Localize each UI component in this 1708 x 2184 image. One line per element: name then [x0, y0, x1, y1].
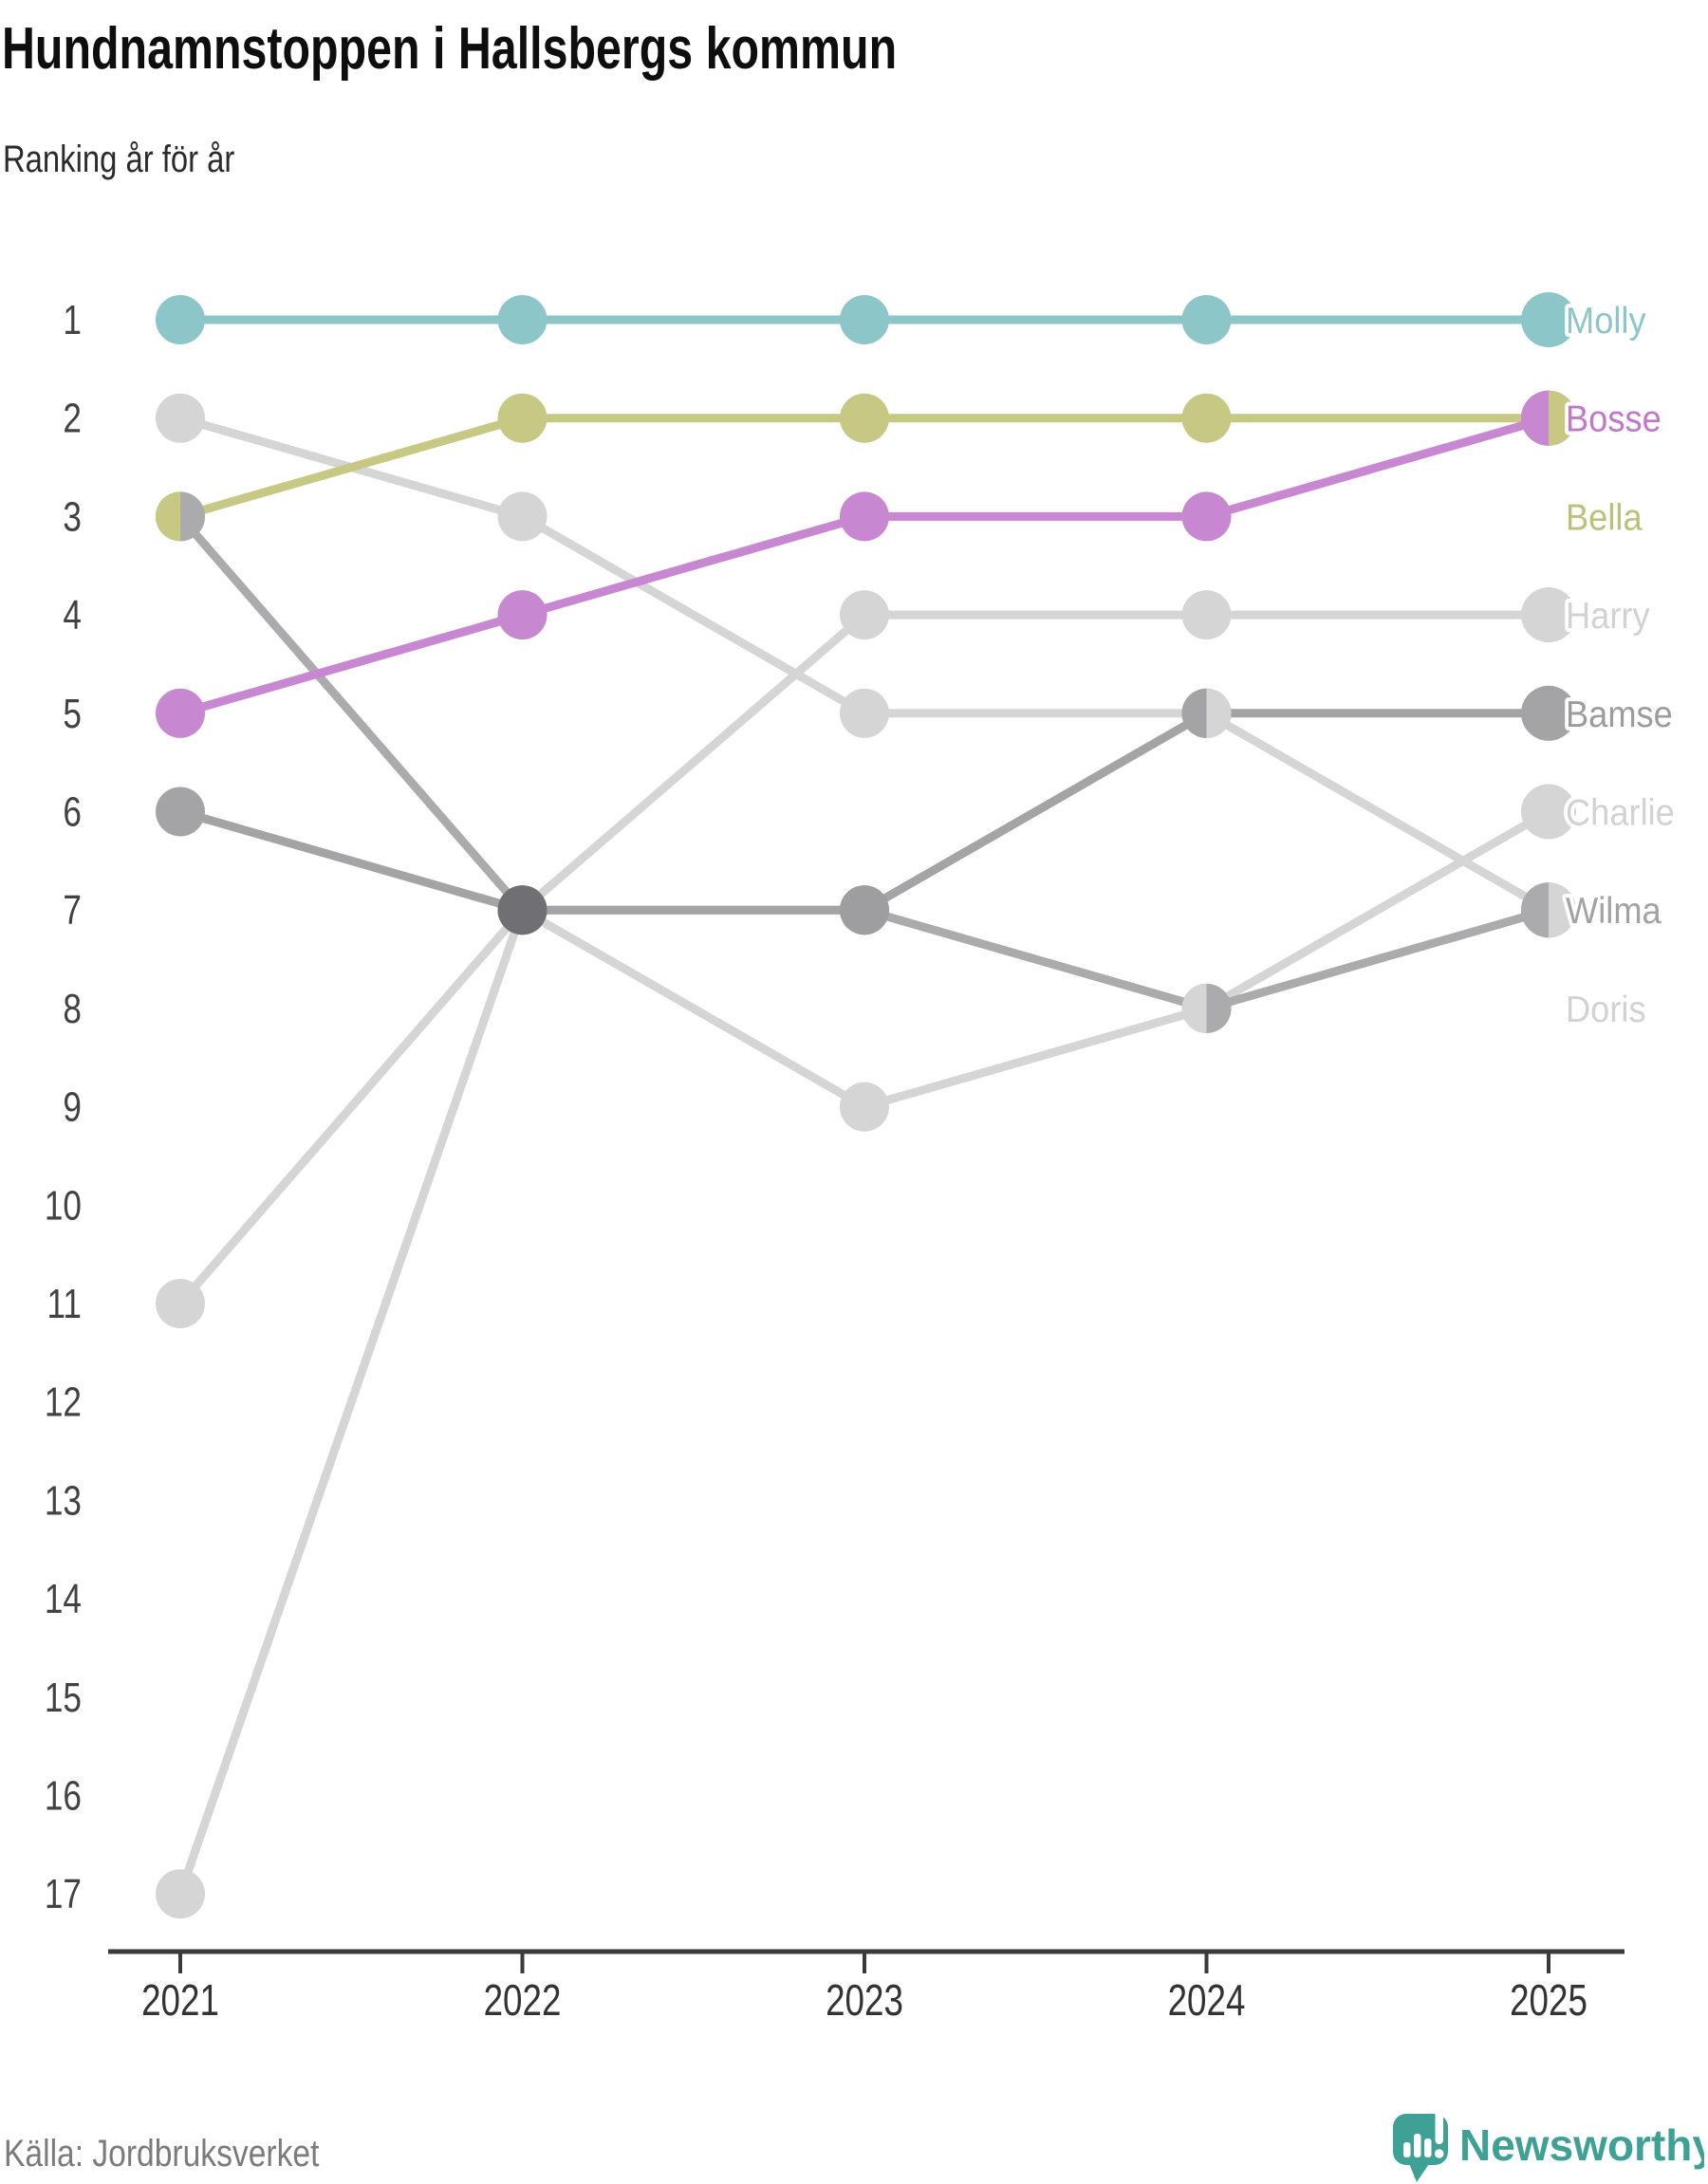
series-node	[840, 491, 889, 542]
newsworthy-logo-icon	[1393, 2108, 1448, 2182]
series-label-wilma: Wilma	[1566, 890, 1662, 931]
series-label-bamse: Bamse	[1566, 694, 1673, 734]
series-line	[178, 414, 1550, 718]
series-node	[1521, 292, 1576, 347]
series-label-harry: Harry	[1566, 595, 1650, 636]
brand-wordmark: Newsworthy	[1459, 2120, 1704, 2170]
tie-node-left-half	[1181, 983, 1207, 1033]
series-node	[497, 491, 548, 542]
logo-bar-3	[1424, 2138, 1432, 2157]
tie-node-left-half	[1181, 688, 1207, 738]
tie-node-right-half	[180, 491, 205, 542]
x-tick-label: 2022	[484, 1975, 562, 2025]
y-tick-label: 1	[63, 297, 82, 343]
tie-node-left-half	[1521, 390, 1549, 446]
y-tick-label: 15	[45, 1675, 82, 1721]
series-label-bella: Bella	[1566, 496, 1643, 537]
series-node	[497, 590, 548, 640]
y-tick-label: 5	[63, 691, 82, 737]
series-node	[156, 1869, 205, 1919]
tie-node	[497, 885, 548, 935]
tie-node-left-half	[1521, 882, 1549, 938]
logo-exclamation-dot	[1434, 2149, 1444, 2158]
y-tick-label: 11	[46, 1281, 82, 1327]
y-tick-label: 9	[63, 1084, 82, 1131]
series-node	[497, 393, 548, 443]
series-line	[176, 807, 1551, 1896]
series-node	[840, 1082, 889, 1132]
series-node	[840, 295, 889, 344]
tie-node-right-half	[1549, 390, 1576, 446]
y-tick-label: 6	[63, 789, 82, 836]
y-tick-label: 13	[45, 1478, 82, 1525]
y-tick-label: 8	[63, 986, 82, 1032]
x-tick-label: 2023	[826, 1975, 903, 2025]
series-node	[840, 590, 889, 640]
series-charlie	[156, 784, 1576, 1919]
series-molly	[156, 292, 1576, 347]
series-line	[178, 709, 1549, 915]
series-node	[1521, 587, 1576, 643]
logo-exclamation-bar	[1435, 2108, 1443, 2144]
series-node	[156, 295, 205, 344]
series-node	[156, 787, 205, 837]
x-axis: 2021 2022 2023 2024 2025	[108, 1949, 1624, 2025]
y-tick-label: 16	[45, 1773, 82, 1820]
series-labels: Harry Charlie Doris Wilma Bamse Bella Bosse Mol…	[1562, 296, 1679, 1033]
tie-node-right-half	[1549, 882, 1576, 938]
logo-bar-2	[1414, 2134, 1421, 2157]
x-tick-label: 2025	[1510, 1975, 1587, 2025]
series-node	[156, 688, 205, 738]
series-node	[497, 295, 548, 344]
y-tick-label: 3	[63, 494, 82, 541]
series-node	[156, 393, 205, 443]
tie-node	[840, 885, 889, 935]
y-tick-label: 14	[45, 1576, 82, 1622]
series-node	[1521, 784, 1576, 840]
tie-node-right-half	[1206, 983, 1232, 1033]
page-subtitle: Ranking år för år	[3, 139, 235, 180]
series-label-doris: Doris	[1566, 989, 1646, 1029]
series-node	[1181, 393, 1232, 443]
tie-node-left-half	[156, 491, 180, 542]
series-harry	[156, 587, 1576, 1328]
y-tick-label: 10	[45, 1183, 82, 1230]
series-node	[156, 1279, 205, 1328]
tie-node-right-half	[1206, 688, 1232, 738]
source-note: Källa: Jordbruksverket	[4, 2133, 320, 2175]
series-wilma	[156, 491, 1576, 1033]
tie-nodes	[156, 390, 1576, 1033]
series-node	[840, 688, 889, 738]
y-tick-label: 17	[45, 1872, 82, 1918]
y-tick-label: 4	[63, 592, 82, 639]
series-label-molly: Molly	[1566, 300, 1646, 341]
logo-bar-1	[1403, 2142, 1411, 2157]
series-node	[840, 393, 889, 443]
series-label-bosse: Bosse	[1566, 398, 1662, 438]
series-label-charlie: Charlie	[1566, 791, 1675, 832]
x-tick-label: 2024	[1168, 1975, 1246, 2025]
series-node	[1521, 685, 1576, 741]
newsworthy-logo: Newsworthy	[1393, 2108, 1704, 2182]
page-title: Hundnamnstoppen i Hallsbergs kommun	[2, 16, 898, 82]
series-node	[1181, 295, 1232, 344]
y-tick-label: 2	[63, 396, 82, 442]
y-tick-label: 12	[45, 1379, 82, 1426]
y-tick-label: 7	[63, 888, 82, 935]
logo-bubble-tail	[1408, 2161, 1431, 2182]
series-node	[1181, 491, 1232, 542]
series-node	[1181, 590, 1232, 640]
x-tick-label: 2021	[141, 1975, 219, 2025]
